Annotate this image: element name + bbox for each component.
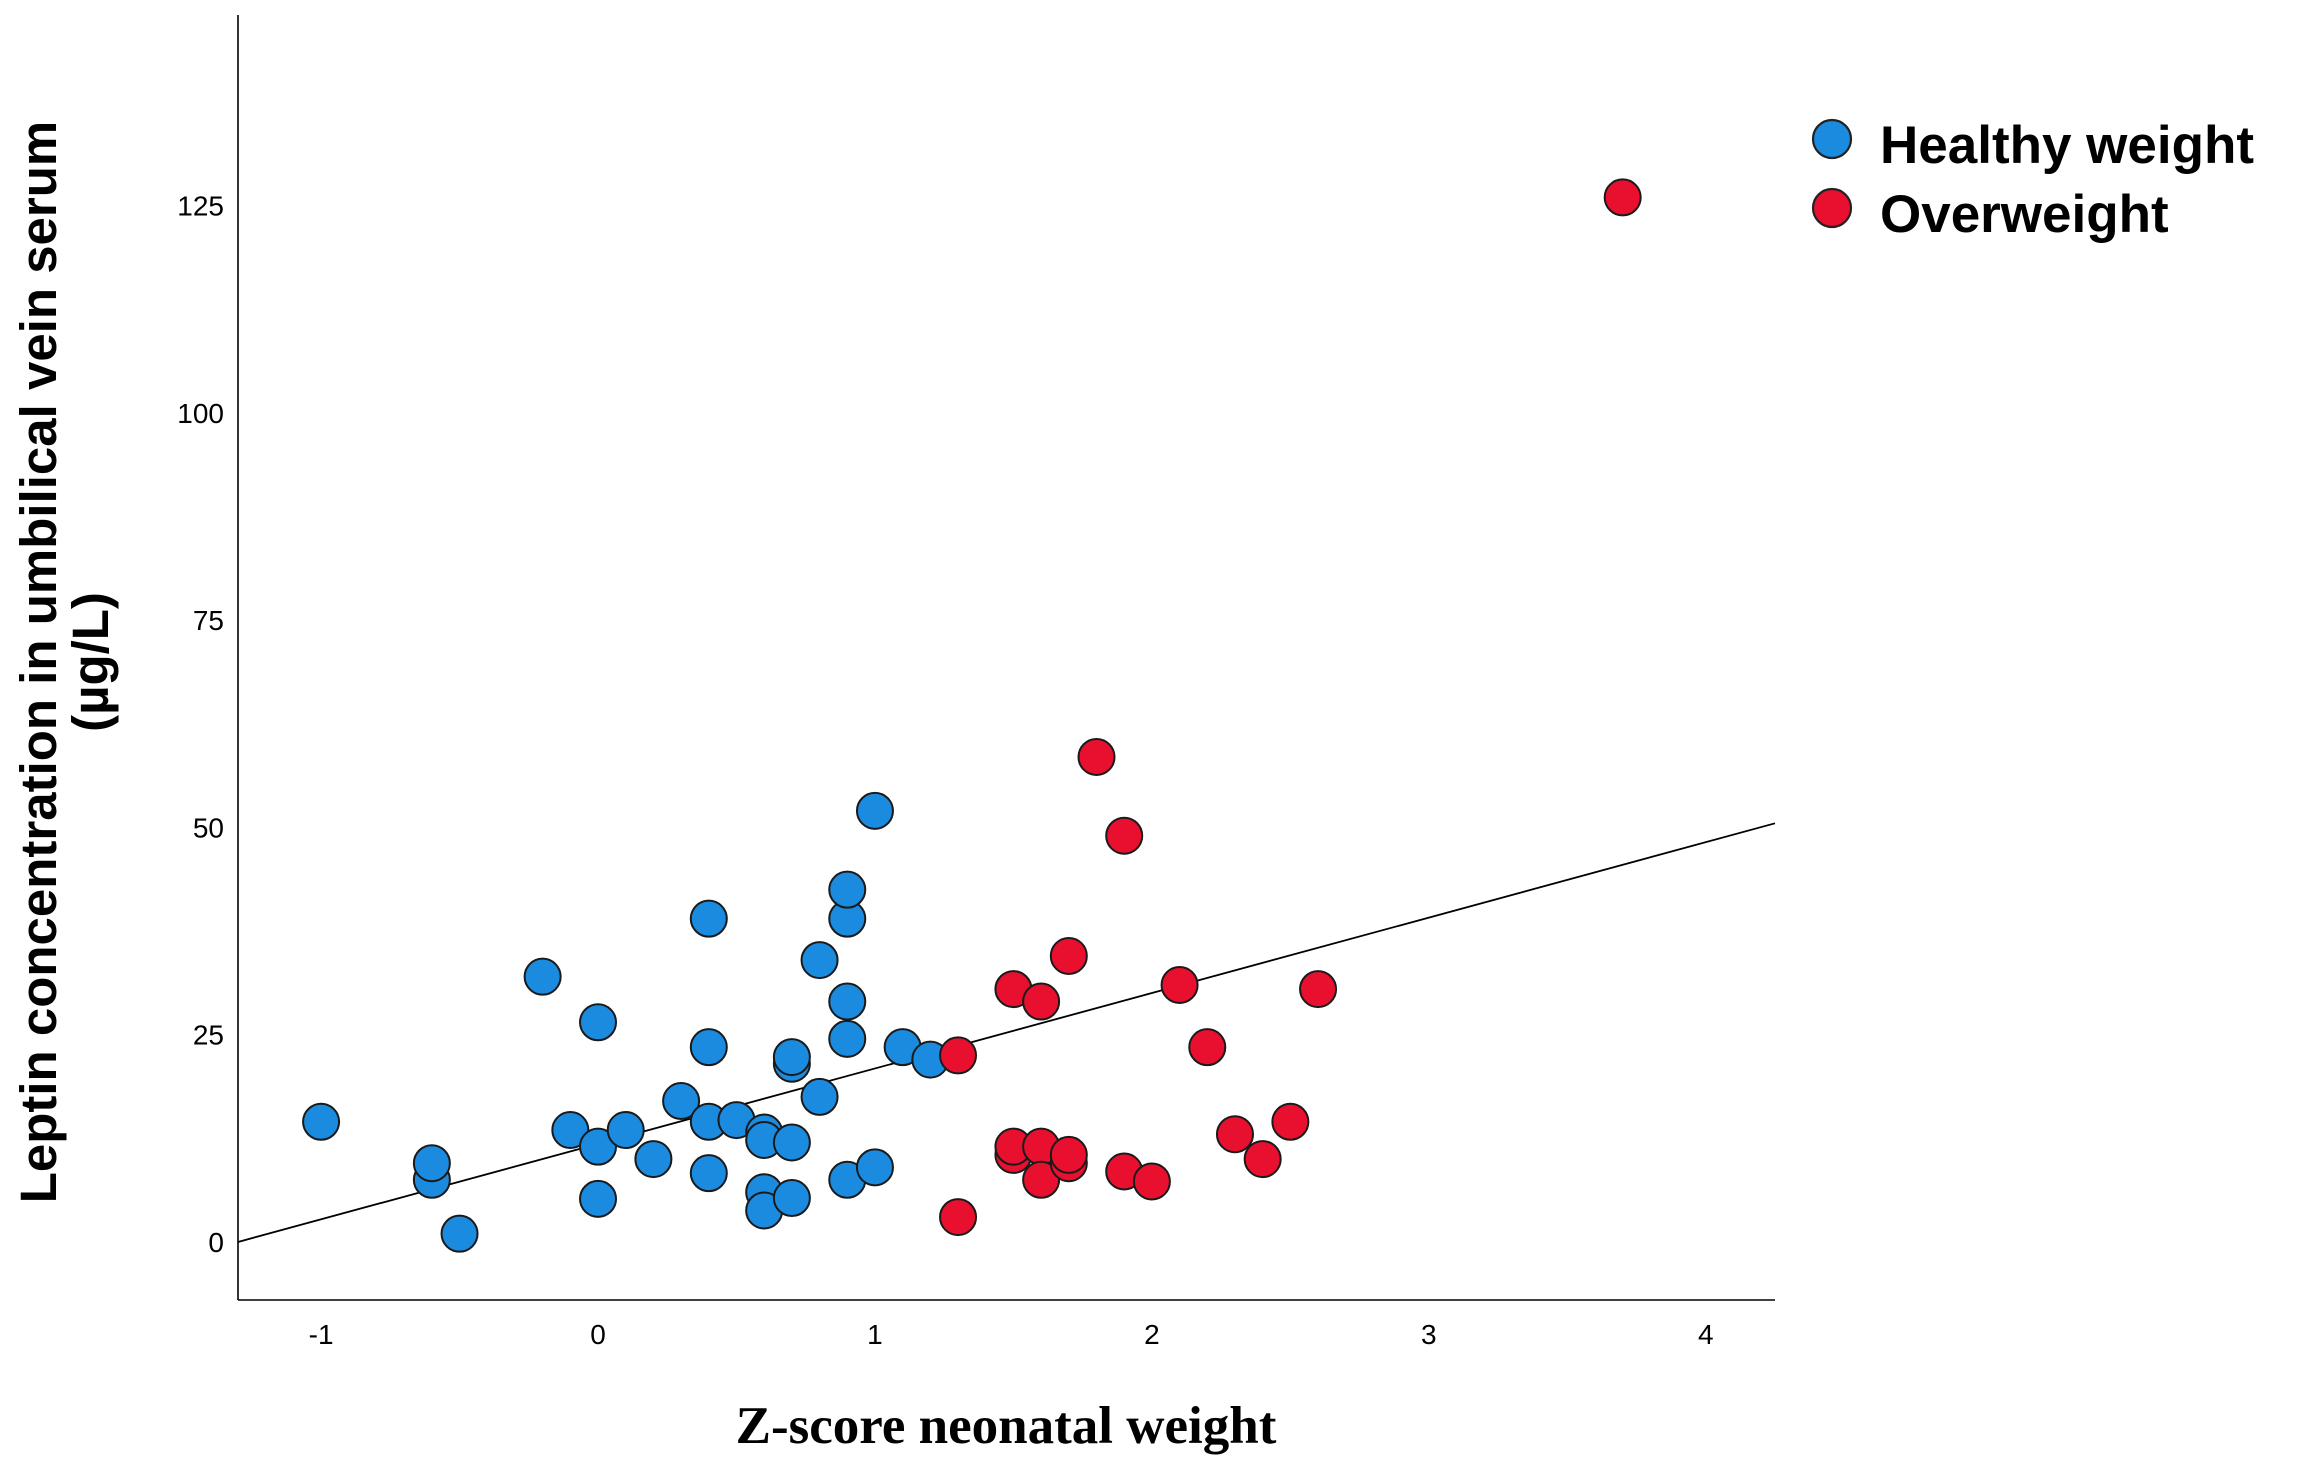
data-point-healthy-weight: [828, 1019, 867, 1058]
x-axis-title: Z-score neonatal weight: [736, 1397, 1277, 1455]
data-point-healthy-weight: [689, 1154, 728, 1193]
data-point-healthy-weight: [412, 1144, 451, 1183]
data-point-healthy-weight: [828, 870, 867, 909]
legend-label-overweight: Overweight: [1880, 185, 2169, 244]
y-tick-label: 100: [177, 398, 224, 429]
data-point-healthy-weight: [689, 899, 728, 938]
legend-marker-healthy-weight: [1811, 118, 1853, 160]
data-point-healthy-weight: [855, 1148, 894, 1187]
x-tick-label: 4: [1698, 1319, 1714, 1350]
data-point-healthy-weight: [772, 1123, 811, 1162]
y-tick-label: 50: [193, 812, 224, 843]
data-point-overweight: [1049, 936, 1088, 975]
data-point-healthy-weight: [523, 957, 562, 996]
legend-label-healthy-weight: Healthy weight: [1880, 116, 2254, 175]
data-point-healthy-weight: [579, 1003, 618, 1042]
data-point-healthy-weight: [800, 941, 839, 980]
data-points-layer: [302, 178, 1642, 1253]
y-axis-title: Leptin concentration in umbilical vein s…: [10, 121, 119, 1204]
data-point-healthy-weight: [828, 982, 867, 1021]
data-point-overweight: [1299, 970, 1338, 1009]
x-tick-label: 3: [1421, 1319, 1437, 1350]
y-tick-label: 25: [193, 1020, 224, 1051]
data-point-overweight: [1603, 178, 1642, 217]
data-point-overweight: [939, 1198, 978, 1237]
data-point-overweight: [1049, 1135, 1088, 1174]
axes: [237, 15, 1775, 1301]
data-point-overweight: [1077, 737, 1116, 776]
y-axis-title-line-2: (µg/L): [62, 592, 119, 732]
data-point-overweight: [1243, 1140, 1282, 1179]
y-tick-label: 0: [208, 1227, 224, 1258]
fit-line-layer: [237, 822, 1776, 1243]
y-tick-label: 125: [177, 191, 224, 222]
regression-line: [237, 822, 1776, 1243]
x-tick-labels: -1 0 1 2 3 4: [309, 1319, 1714, 1350]
data-point-overweight: [1022, 1160, 1061, 1199]
data-point-healthy-weight: [855, 791, 894, 830]
data-point-healthy-weight: [302, 1102, 341, 1141]
data-point-healthy-weight: [606, 1111, 645, 1150]
data-point-overweight: [1022, 982, 1061, 1021]
data-point-healthy-weight: [800, 1077, 839, 1116]
data-point-healthy-weight: [634, 1140, 673, 1179]
x-tick-label: -1: [309, 1319, 334, 1350]
data-point-healthy-weight: [440, 1214, 479, 1253]
x-tick-label: 2: [1144, 1319, 1160, 1350]
y-tick-labels: 0 25 50 75 100 125: [177, 191, 224, 1258]
data-point-overweight: [1160, 965, 1199, 1004]
data-point-healthy-weight: [579, 1179, 618, 1218]
data-point-overweight: [1271, 1102, 1310, 1141]
x-tick-label: 1: [867, 1319, 883, 1350]
data-point-healthy-weight: [551, 1111, 590, 1150]
y-tick-label: 75: [193, 605, 224, 636]
data-point-overweight: [1215, 1115, 1254, 1154]
data-point-healthy-weight: [662, 1082, 701, 1121]
data-point-overweight: [1188, 1028, 1227, 1067]
data-point-healthy-weight: [772, 1179, 811, 1218]
data-point-overweight: [939, 1036, 978, 1075]
legend-marker-overweight: [1811, 187, 1853, 229]
data-point-healthy-weight: [689, 1028, 728, 1067]
x-tick-label: 0: [590, 1319, 606, 1350]
data-point-overweight: [1132, 1162, 1171, 1201]
data-point-healthy-weight: [579, 1127, 618, 1166]
legend: Healthy weight Overweight: [1811, 116, 2254, 244]
data-point-healthy-weight: [772, 1038, 811, 1077]
data-point-overweight: [1105, 816, 1144, 855]
y-axis-title-line-1: Leptin concentration in umbilical vein s…: [10, 121, 67, 1204]
